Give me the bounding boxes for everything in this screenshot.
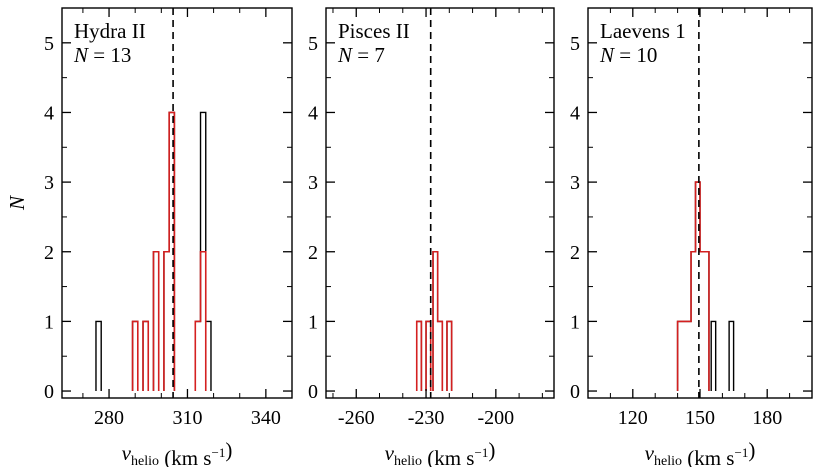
y-tick-label: 5 bbox=[44, 33, 54, 55]
panel-2: -260 -230 -200 0 1 2 3 4 5 Pisces IIN = 7 vhelio (… bbox=[308, 7, 555, 467]
histogram-series-2 bbox=[415, 250, 453, 392]
y-tick-label: 3 bbox=[44, 172, 54, 194]
x-tick-label: 280 bbox=[94, 407, 124, 429]
y-tick-label: 4 bbox=[308, 102, 318, 124]
panel-title: Hydra II bbox=[74, 19, 146, 43]
histogram-series-2 bbox=[676, 181, 710, 392]
panel-count: N = 13 bbox=[73, 43, 131, 67]
y-tick-label: 5 bbox=[308, 33, 318, 55]
y-tick-label: 2 bbox=[44, 242, 54, 264]
x-tick-label: -230 bbox=[408, 407, 445, 429]
panel-3: 120 150 180 0 1 2 3 4 5 Laevens 1N = 10 vhelio (km… bbox=[570, 7, 813, 467]
y-tick-label: 2 bbox=[570, 242, 580, 264]
panel-title: Pisces II bbox=[338, 19, 410, 43]
y-tick-label: 5 bbox=[570, 33, 580, 55]
y-tick-label: 0 bbox=[308, 381, 318, 403]
histogram-series-1 bbox=[676, 181, 735, 392]
y-tick-label: 4 bbox=[44, 102, 54, 124]
y-tick-label: 3 bbox=[570, 172, 580, 194]
plot-frame bbox=[61, 7, 293, 399]
y-tick-label: 1 bbox=[570, 311, 580, 333]
x-tick-label: 120 bbox=[618, 407, 648, 429]
y-tick-label: 1 bbox=[308, 311, 318, 333]
y-tick-label: 1 bbox=[44, 311, 54, 333]
y-axis-label: N bbox=[5, 195, 29, 211]
x-tick-label: 340 bbox=[251, 407, 281, 429]
x-tick-label: 150 bbox=[685, 407, 715, 429]
y-tick-label: 0 bbox=[44, 381, 54, 403]
plot-frame bbox=[325, 7, 555, 399]
x-tick-label: 180 bbox=[752, 407, 782, 429]
x-axis-label: vhelio (km s−1) bbox=[122, 438, 233, 467]
x-tick-label: 310 bbox=[172, 407, 202, 429]
x-axis-label: vhelio (km s−1) bbox=[385, 438, 496, 467]
x-tick-label: -200 bbox=[478, 407, 515, 429]
y-tick-label: 4 bbox=[570, 102, 580, 124]
panel-1: 280 310 340 0 1 2 3 4 5 Hydra IIN = 13 vhelio (km … bbox=[5, 7, 293, 467]
histogram-series-2 bbox=[131, 111, 207, 392]
panel-count: N = 7 bbox=[337, 43, 385, 67]
y-tick-label: 0 bbox=[570, 381, 580, 403]
x-axis-label: vhelio (km s−1) bbox=[645, 438, 756, 467]
y-tick-label: 3 bbox=[308, 172, 318, 194]
x-tick-label: -260 bbox=[338, 407, 375, 429]
y-tick-label: 2 bbox=[308, 242, 318, 264]
panel-title: Laevens 1 bbox=[600, 19, 686, 43]
panel-count: N = 10 bbox=[599, 43, 657, 67]
